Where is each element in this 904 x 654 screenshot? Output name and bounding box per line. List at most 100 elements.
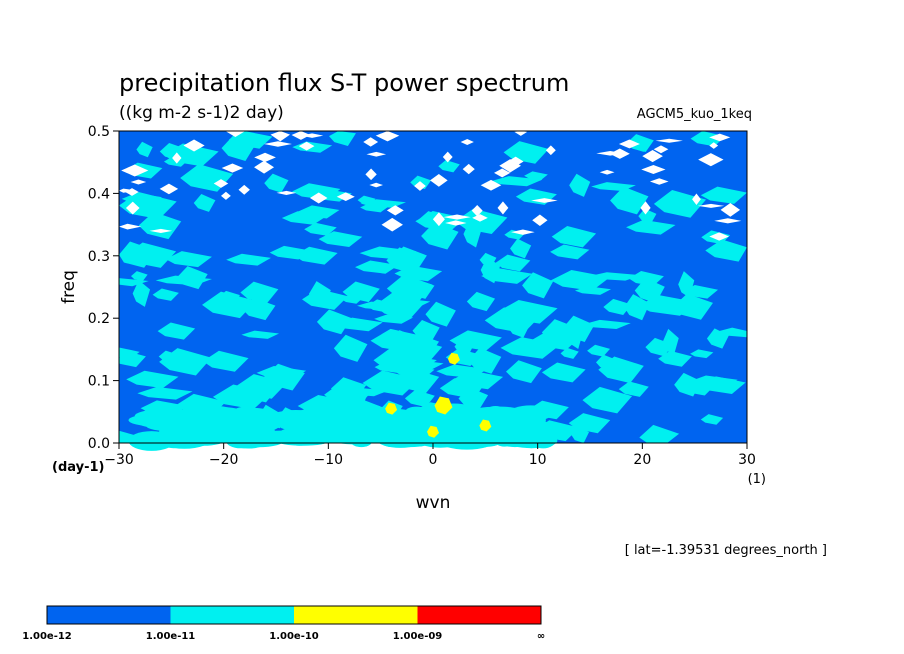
contour-patch — [197, 405, 235, 419]
contour-patch — [638, 295, 698, 316]
contour-patch — [394, 265, 443, 282]
y-tick-label: 0.1 — [88, 374, 110, 390]
contour-patch — [497, 299, 558, 324]
contour-hole — [270, 131, 291, 142]
contour-hole — [276, 190, 297, 195]
contour-hole — [336, 192, 355, 202]
contour-hole — [254, 152, 276, 162]
contour-patch — [447, 380, 474, 394]
contour-hole — [445, 220, 467, 226]
chart-subtitle: ((kg m-2 s-1)2 day) — [119, 103, 284, 123]
contour-hole — [494, 168, 511, 178]
contour-hole — [532, 214, 548, 226]
contour-patch — [479, 252, 497, 267]
contour-peak — [427, 425, 439, 438]
y-axis-ticks: 0.0 0.1 0.2 0.3 0.4 0.5 — [88, 124, 119, 452]
contour-patch — [706, 328, 729, 349]
contour-patch — [264, 173, 289, 193]
contour-hole — [300, 133, 324, 138]
contour-patch — [412, 320, 440, 342]
contour-hole — [472, 214, 488, 222]
contour-level-2-band — [128, 403, 567, 451]
contour-patch — [152, 288, 179, 301]
y-tick-label: 0.3 — [88, 249, 110, 265]
contour-patch — [626, 219, 676, 235]
contour-hole — [263, 141, 292, 147]
contour-patch — [384, 297, 431, 309]
contour-hole — [365, 168, 377, 181]
contour-patch — [357, 195, 376, 205]
contour-patch — [328, 131, 356, 146]
contour-patch — [292, 183, 341, 200]
contour-patch — [269, 245, 311, 260]
contour-patch — [136, 412, 191, 429]
contour-hole — [430, 174, 448, 187]
plot-area — [118, 130, 748, 451]
contour-patch — [193, 194, 216, 212]
contour-hole — [709, 142, 719, 149]
x-tick-label: 20 — [633, 452, 651, 468]
x-unit-label: (1) — [748, 472, 766, 487]
contour-patch — [281, 211, 327, 225]
contour-patch — [618, 381, 649, 397]
contour-patch — [425, 301, 456, 327]
contour-patch — [226, 253, 271, 266]
contour-patch — [582, 386, 633, 414]
contour-patch — [263, 363, 305, 391]
contour-patch — [596, 354, 617, 371]
contour-hole — [221, 191, 231, 200]
contour-hole — [641, 164, 666, 174]
contour-hole — [511, 229, 535, 235]
contour-patch — [638, 208, 657, 224]
contour-patch — [186, 416, 216, 431]
contour-patch — [713, 327, 747, 338]
contour-hole — [414, 181, 426, 191]
contour-patch — [355, 260, 399, 274]
contour-patch — [374, 361, 406, 373]
contour-patch — [218, 290, 240, 304]
contour-patch — [624, 294, 650, 321]
contour-patch — [541, 362, 586, 383]
contour-patch — [241, 330, 280, 339]
contour-patch — [212, 384, 272, 410]
contour-hole — [720, 202, 741, 217]
contour-patch — [132, 280, 151, 307]
contour-patch — [304, 222, 337, 236]
colorbar-swatch — [47, 606, 171, 624]
colorbar-swatch — [170, 606, 294, 624]
contour-patch — [571, 425, 590, 443]
y-tick-label: 0.0 — [88, 436, 110, 452]
contour-patch — [377, 432, 424, 448]
contour-peak — [434, 396, 453, 415]
contour-patch — [653, 189, 707, 218]
contour-hole — [125, 201, 140, 215]
contour-hole — [649, 178, 669, 185]
contour-patch — [551, 225, 597, 248]
contour-hole — [213, 179, 229, 188]
contour-hole — [130, 179, 147, 185]
contour-patch — [335, 317, 383, 332]
contour-patch — [136, 141, 153, 158]
contour-patch — [495, 254, 531, 272]
contour-patch — [705, 239, 747, 262]
contour-hole — [507, 156, 524, 167]
contour-hole — [714, 218, 742, 224]
contour-hole — [709, 232, 730, 241]
x-axis-label: wvn — [416, 493, 451, 513]
contour-hole — [462, 163, 475, 175]
contour-patch — [344, 410, 400, 428]
contour-patch — [550, 244, 590, 260]
contour-hole — [363, 137, 379, 147]
x-tick-label: −30 — [104, 452, 134, 468]
contour-patch — [316, 309, 352, 335]
contour-patch — [404, 389, 435, 408]
contour-hole — [514, 131, 528, 136]
contour-patch — [121, 193, 162, 205]
contour-peak — [385, 402, 398, 415]
contour-patch — [700, 186, 747, 204]
contour-patch — [591, 182, 636, 191]
contour-patch — [333, 334, 368, 362]
contour-patch — [283, 410, 332, 426]
contour-hole — [172, 152, 182, 164]
colorbar-swatch — [417, 606, 541, 624]
